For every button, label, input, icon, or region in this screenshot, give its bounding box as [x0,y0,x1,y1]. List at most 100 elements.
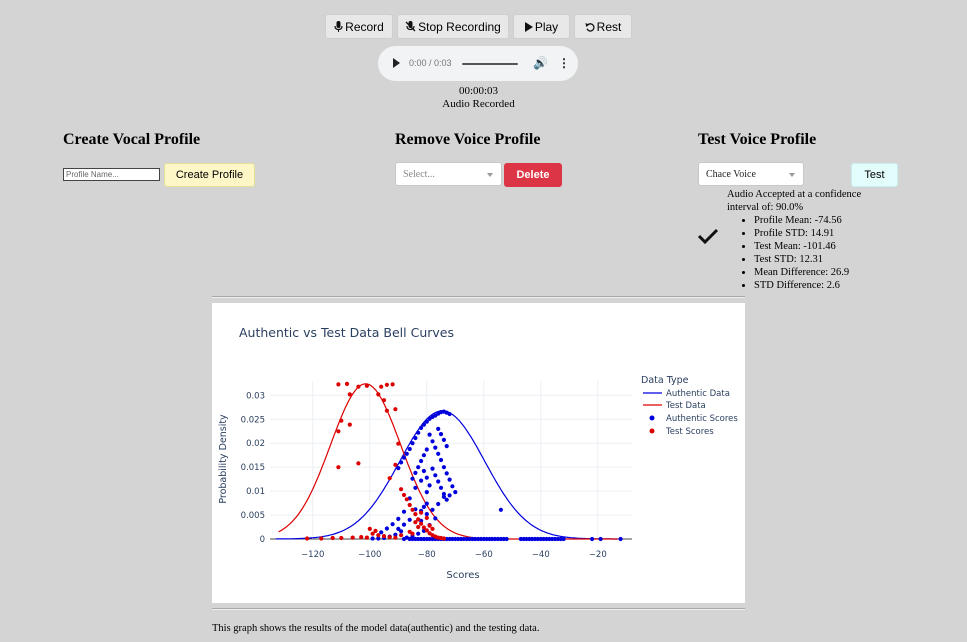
data-point-authentic-scores [413,435,418,441]
create-profile-button[interactable]: Create Profile [164,163,255,187]
data-point-authentic-scores [461,536,466,542]
data-point-authentic-scores [424,447,429,452]
profile-name-input[interactable]: Profile Name... [63,168,160,181]
data-point-authentic-scores [438,457,444,463]
data-point-authentic-scores [467,536,472,542]
data-point-test-scores [330,535,335,541]
volume-icon[interactable]: 🔊 [533,56,548,70]
data-point-authentic-scores [441,465,446,470]
audio-play-icon[interactable] [393,58,400,68]
data-point-authentic-scores [535,536,540,542]
legend-test-scores[interactable]: Test Scores [665,427,714,437]
data-point-authentic-scores [447,411,452,417]
data-point-authentic-scores [399,529,404,534]
record-button[interactable]: Record [325,14,393,39]
data-point-authentic-scores [524,536,529,542]
data-point-authentic-scores [427,432,432,437]
data-point-authentic-scores [490,536,495,542]
chart-caption: This graph shows the results of the mode… [212,623,540,634]
legend-authentic-scores[interactable]: Authentic Scores [666,414,738,424]
data-point-authentic-scores [433,516,438,521]
data-point-authentic-scores [410,536,415,542]
data-point-authentic-scores [518,536,523,542]
x-tick-label: −20 [589,550,607,560]
data-point-test-scores [367,526,372,531]
audio-progress-slider[interactable] [462,63,518,65]
stat-std-difference: STD Difference: 2.6 [754,279,892,292]
more-options-icon[interactable]: ⋮ [558,56,570,70]
data-point-test-scores [399,487,404,492]
microphone-off-icon [405,21,416,32]
test-profile-select-value: Chace Voice [706,168,756,180]
y-tick-label: 0.03 [246,391,265,401]
record-label: Record [345,19,384,34]
data-point-authentic-scores [441,494,446,499]
data-point-authentic-scores [424,490,429,495]
data-point-authentic-scores [401,522,407,527]
data-point-test-scores [364,535,369,540]
stop-recording-button[interactable]: Stop Recording [397,14,509,39]
test-result: Audio Accepted at a confidence interval … [727,188,892,292]
data-point-test-scores [364,383,369,388]
remove-profile-select[interactable]: Select... [395,162,502,186]
test-button[interactable]: Test [851,163,898,187]
y-tick-label: 0.025 [241,415,265,425]
data-point-authentic-scores [547,536,552,542]
stat-test-mean: Test Mean: -101.46 [754,240,892,253]
data-point-authentic-scores [396,526,401,531]
data-point-authentic-scores [456,536,461,542]
data-point-test-scores [396,441,401,446]
audio-player: 0:00 / 0:03 🔊 ⋮ [378,46,578,81]
play-button[interactable]: Play [513,14,570,39]
create-profile-heading: Create Vocal Profile [63,131,201,148]
result-stats-list: Profile Mean: -74.56 Profile STD: 14.91 … [727,214,892,292]
data-point-authentic-scores [416,465,421,470]
test-profile-select[interactable]: Chace Voice [698,162,804,186]
x-axis-label: Scores [446,570,479,581]
reset-button[interactable]: Rest [574,14,632,39]
chart-points [305,381,623,542]
stat-mean-difference: Mean Difference: 26.9 [754,266,892,279]
data-point-test-scores [407,502,412,508]
microphone-icon [334,21,343,32]
data-point-authentic-scores [427,416,432,421]
data-point-authentic-scores [590,536,595,542]
series-line-test-data [278,383,618,540]
data-point-test-scores [421,525,426,530]
data-point-test-scores [370,531,375,536]
data-point-test-scores [339,418,344,423]
data-point-authentic-scores [410,441,415,446]
data-point-test-scores [350,535,355,540]
data-point-authentic-scores [419,478,424,483]
data-point-authentic-scores [396,466,401,471]
data-point-test-scores [393,407,398,412]
recording-elapsed: 00:00:03 [458,85,499,97]
chart-title: Authentic vs Test Data Bell Curves [239,325,454,340]
data-point-authentic-scores [438,485,444,490]
data-point-authentic-scores [396,516,401,521]
data-point-test-scores [410,507,415,512]
data-point-test-scores [427,523,432,528]
data-point-test-scores [356,461,361,466]
data-point-authentic-scores [427,483,432,488]
data-point-test-scores [424,515,429,520]
data-point-test-scores [381,398,387,403]
data-point-authentic-scores [438,432,444,437]
data-point-test-scores [416,524,421,530]
data-point-authentic-scores [441,437,446,442]
data-point-authentic-scores [424,512,429,517]
data-point-authentic-scores [421,504,426,509]
delete-profile-button[interactable]: Delete [504,163,562,187]
data-point-test-scores [381,534,387,539]
legend-test-data[interactable]: Test Data [665,401,706,411]
data-point-authentic-scores [541,536,546,542]
chart-curves [275,383,618,540]
legend-authentic-data[interactable]: Authentic Data [666,389,730,399]
data-point-authentic-scores [433,445,438,450]
data-point-authentic-scores [453,490,458,495]
chevron-down-icon [487,173,493,177]
data-point-authentic-scores [552,536,558,542]
data-point-authentic-scores [424,475,429,480]
data-point-authentic-scores [370,536,375,541]
recording-status: Audio Recorded [442,98,515,110]
